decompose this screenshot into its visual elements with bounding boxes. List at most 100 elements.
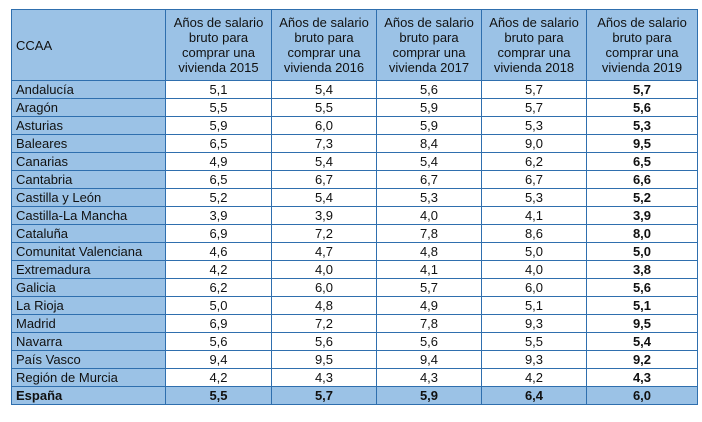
value-2017: 4,8: [376, 242, 482, 261]
table-row: Navarra 5,6 5,6 5,6 5,5 5,4: [11, 332, 698, 351]
table-row: Andalucía 5,1 5,4 5,6 5,7 5,7: [11, 80, 698, 99]
value-2018: 9,3: [481, 314, 587, 333]
table-row: Región de Murcia 4,2 4,3 4,3 4,2 4,3: [11, 368, 698, 387]
value-2019: 8,0: [586, 224, 698, 243]
value-2019: 6,5: [586, 152, 698, 171]
table-row: Galicia 6,2 6,0 5,7 6,0 5,6: [11, 278, 698, 297]
value-2019: 5,4: [586, 332, 698, 351]
region-name: Canarias: [11, 152, 166, 171]
header-row: CCAA Años de salario bruto para comprar …: [11, 9, 698, 81]
region-name: Región de Murcia: [11, 368, 166, 387]
column-header-2016: Años de salario bruto para comprar una v…: [271, 9, 377, 81]
value-2019: 5,3: [586, 116, 698, 135]
value-2017: 4,1: [376, 260, 482, 279]
region-name: Asturias: [11, 116, 166, 135]
value-2019: 9,5: [586, 314, 698, 333]
region-name: Comunitat Valenciana: [11, 242, 166, 261]
value-2016: 5,4: [271, 152, 377, 171]
region-name: Cataluña: [11, 224, 166, 243]
column-header-2017: Años de salario bruto para comprar una v…: [376, 9, 482, 81]
value-2016: 5,5: [271, 98, 377, 117]
column-header-2015: Años de salario bruto para comprar una v…: [165, 9, 272, 81]
table-row: Madrid 6,9 7,2 7,8 9,3 9,5: [11, 314, 698, 333]
value-2016: 3,9: [271, 206, 377, 225]
value-2018: 4,1: [481, 206, 587, 225]
table-row: La Rioja 5,0 4,8 4,9 5,1 5,1: [11, 296, 698, 315]
table-row: Cataluña 6,9 7,2 7,8 8,6 8,0: [11, 224, 698, 243]
table-row: Comunitat Valenciana 4,6 4,7 4,8 5,0 5,0: [11, 242, 698, 261]
value-2019: 9,5: [586, 134, 698, 153]
value-2015: 9,4: [165, 350, 272, 369]
region-name: Navarra: [11, 332, 166, 351]
table-row: Cantabria 6,5 6,7 6,7 6,7 6,6: [11, 170, 698, 189]
value-2018: 5,3: [481, 116, 587, 135]
region-name: Castilla y León: [11, 188, 166, 207]
value-2018: 9,3: [481, 350, 587, 369]
region-name: Aragón: [11, 98, 166, 117]
value-2015: 3,9: [165, 206, 272, 225]
value-2017: 4,9: [376, 296, 482, 315]
total-value-2017: 5,9: [376, 386, 482, 405]
value-2017: 5,9: [376, 98, 482, 117]
column-header-2019: Años de salario bruto para comprar una v…: [586, 9, 698, 81]
value-2019: 6,6: [586, 170, 698, 189]
total-value-2015: 5,5: [165, 386, 272, 405]
value-2017: 5,6: [376, 332, 482, 351]
total-label: España: [11, 386, 166, 405]
value-2015: 6,9: [165, 314, 272, 333]
value-2016: 5,4: [271, 188, 377, 207]
value-2016: 4,3: [271, 368, 377, 387]
value-2018: 9,0: [481, 134, 587, 153]
value-2016: 5,6: [271, 332, 377, 351]
value-2019: 3,9: [586, 206, 698, 225]
value-2018: 5,7: [481, 80, 587, 99]
value-2016: 7,2: [271, 314, 377, 333]
value-2018: 5,1: [481, 296, 587, 315]
table-row: Castilla y León 5,2 5,4 5,3 5,3 5,2: [11, 188, 698, 207]
region-name: Andalucía: [11, 80, 166, 99]
region-name: País Vasco: [11, 350, 166, 369]
value-2018: 5,7: [481, 98, 587, 117]
value-2018: 6,0: [481, 278, 587, 297]
value-2015: 5,0: [165, 296, 272, 315]
value-2016: 9,5: [271, 350, 377, 369]
value-2015: 6,9: [165, 224, 272, 243]
value-2018: 5,3: [481, 188, 587, 207]
value-2017: 5,3: [376, 188, 482, 207]
table-row: Baleares 6,5 7,3 8,4 9,0 9,5: [11, 134, 698, 153]
region-name: Cantabria: [11, 170, 166, 189]
value-2015: 4,2: [165, 260, 272, 279]
value-2019: 5,6: [586, 98, 698, 117]
value-2019: 5,6: [586, 278, 698, 297]
value-2016: 6,0: [271, 278, 377, 297]
column-header-2018: Años de salario bruto para comprar una v…: [481, 9, 587, 81]
column-header-ccaa: CCAA: [11, 9, 166, 81]
value-2017: 9,4: [376, 350, 482, 369]
value-2017: 7,8: [376, 224, 482, 243]
value-2015: 5,2: [165, 188, 272, 207]
value-2019: 5,2: [586, 188, 698, 207]
value-2019: 5,7: [586, 80, 698, 99]
value-2017: 7,8: [376, 314, 482, 333]
value-2016: 4,0: [271, 260, 377, 279]
table-row: Castilla-La Mancha 3,9 3,9 4,0 4,1 3,9: [11, 206, 698, 225]
table-row: Asturias 5,9 6,0 5,9 5,3 5,3: [11, 116, 698, 135]
region-name: La Rioja: [11, 296, 166, 315]
value-2018: 6,2: [481, 152, 587, 171]
value-2015: 6,5: [165, 170, 272, 189]
table-row: Extremadura 4,2 4,0 4,1 4,0 3,8: [11, 260, 698, 279]
value-2019: 4,3: [586, 368, 698, 387]
total-value-2019: 6,0: [586, 386, 698, 405]
value-2018: 8,6: [481, 224, 587, 243]
value-2017: 5,9: [376, 116, 482, 135]
value-2019: 5,1: [586, 296, 698, 315]
region-name: Madrid: [11, 314, 166, 333]
value-2017: 6,7: [376, 170, 482, 189]
value-2018: 5,5: [481, 332, 587, 351]
value-2018: 5,0: [481, 242, 587, 261]
value-2015: 4,2: [165, 368, 272, 387]
table-row: Canarias 4,9 5,4 5,4 6,2 6,5: [11, 152, 698, 171]
value-2016: 4,8: [271, 296, 377, 315]
value-2016: 7,3: [271, 134, 377, 153]
value-2019: 3,8: [586, 260, 698, 279]
